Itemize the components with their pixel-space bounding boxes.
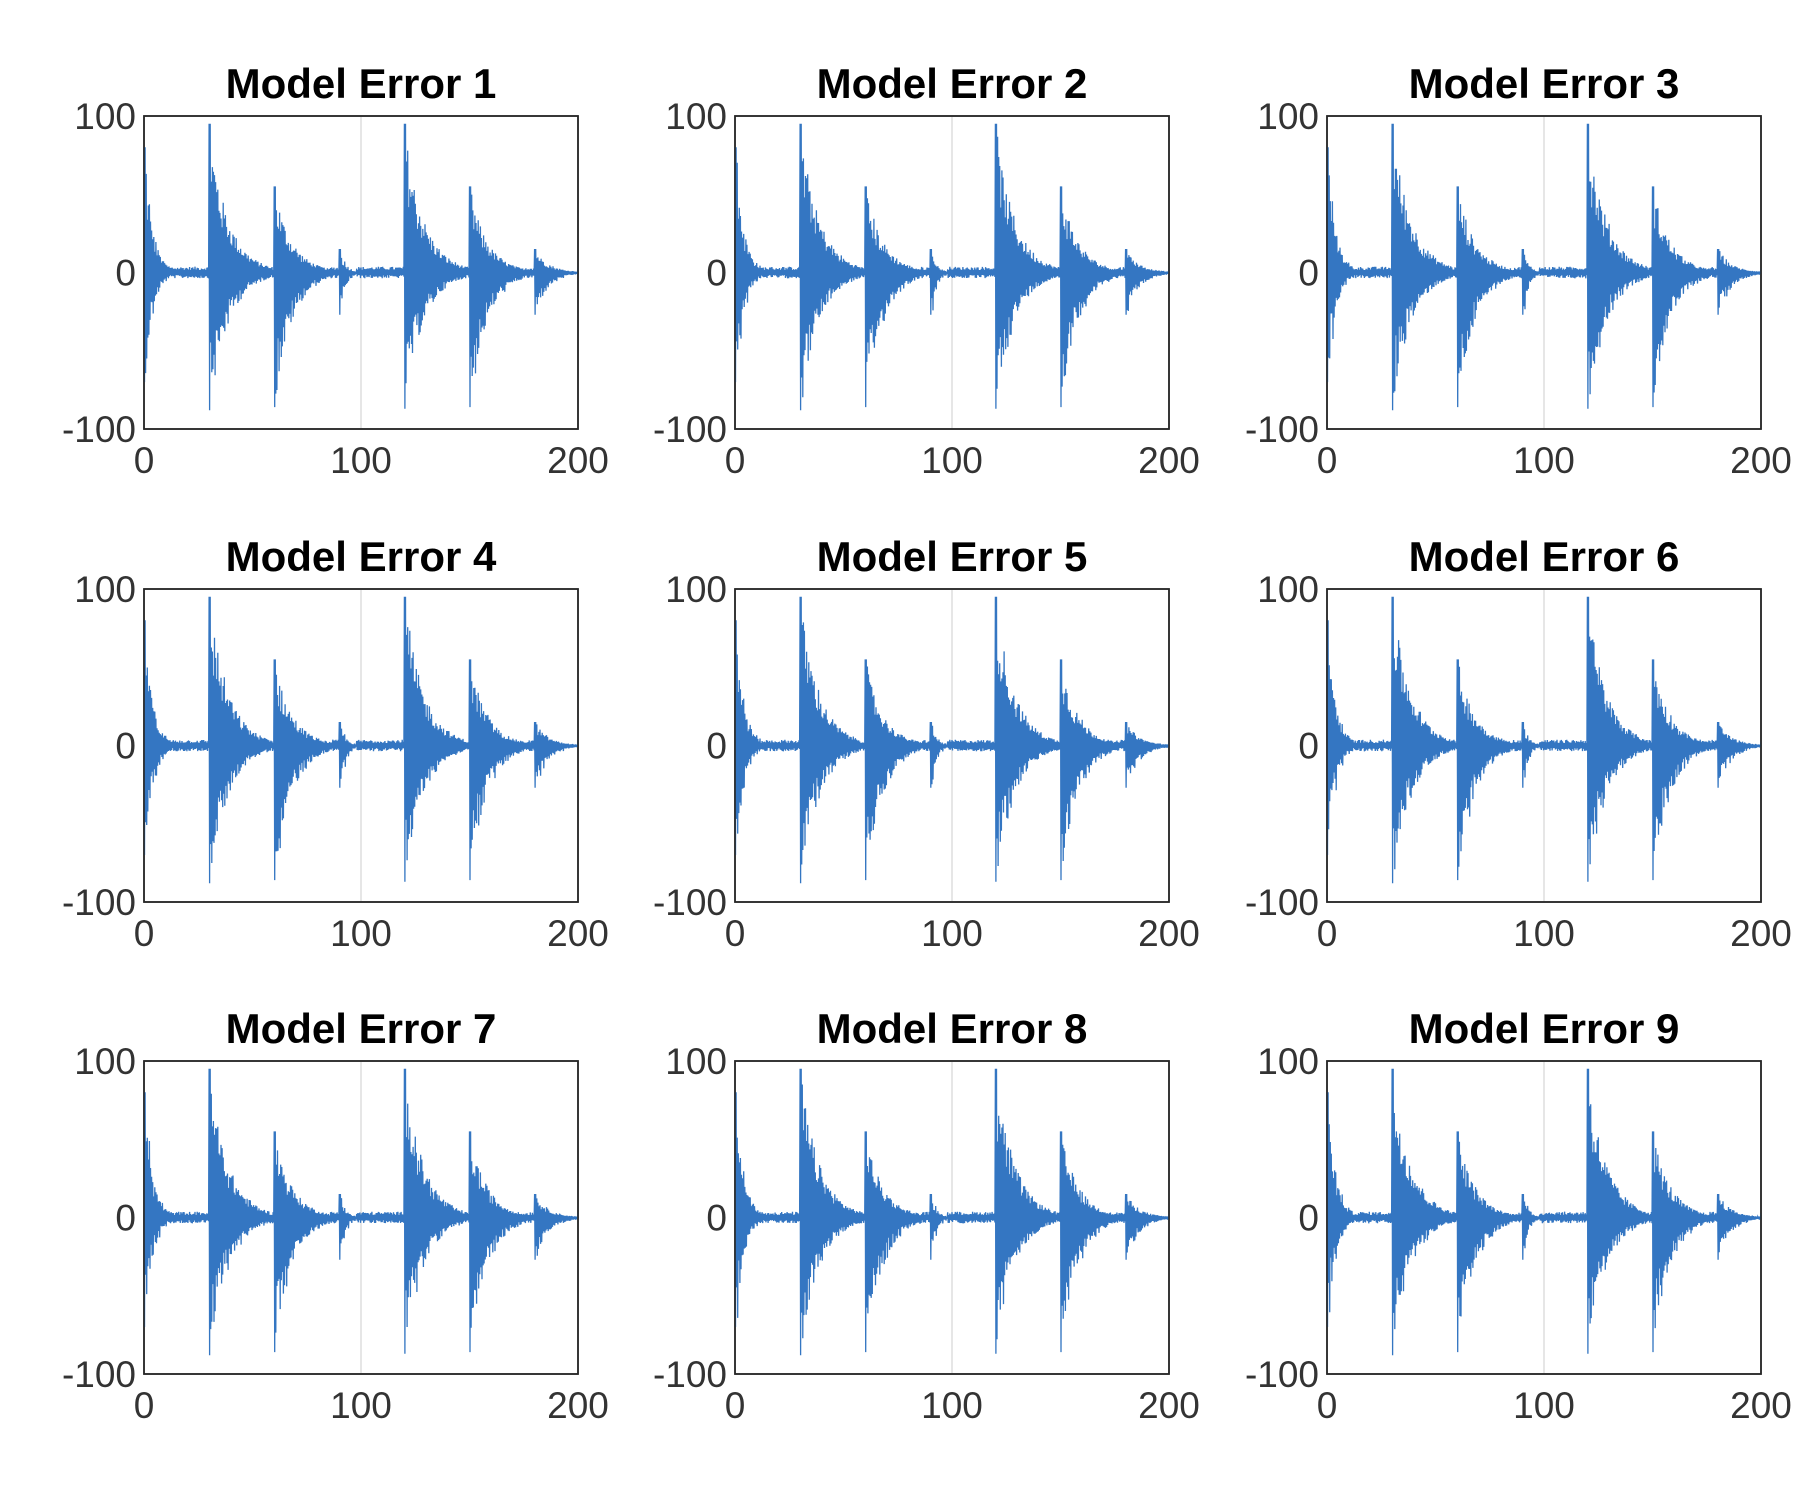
subplot-title: Model Error 4 <box>226 533 497 580</box>
x-tick-label: 200 <box>1730 913 1792 954</box>
y-tick-label: -100 <box>1245 409 1319 450</box>
subplot-title: Model Error 9 <box>1409 1005 1680 1052</box>
x-tick-label: 200 <box>547 1385 609 1426</box>
subplot-title: Model Error 1 <box>226 60 497 107</box>
subplot-title: Model Error 7 <box>226 1005 497 1052</box>
subplot-title: Model Error 8 <box>817 1005 1088 1052</box>
x-tick-label: 100 <box>1513 913 1575 954</box>
subplot-title: Model Error 3 <box>1409 60 1680 107</box>
x-tick-label: 0 <box>134 913 155 954</box>
y-tick-label: 0 <box>115 726 136 767</box>
signal-series-line <box>1326 123 1762 411</box>
subplot-title: Model Error 6 <box>1409 533 1680 580</box>
y-tick-label: -100 <box>1245 1354 1319 1395</box>
x-tick-label: 200 <box>1138 440 1200 481</box>
y-tick-label: -100 <box>62 882 136 923</box>
signal-series-line <box>734 596 1170 884</box>
y-tick-label: 100 <box>74 569 136 610</box>
x-tick-label: 0 <box>1317 440 1338 481</box>
x-tick-label: 0 <box>134 440 155 481</box>
signal-series-line <box>143 123 579 411</box>
subplot-title: Model Error 5 <box>817 533 1088 580</box>
x-tick-label: 200 <box>547 440 609 481</box>
signal-series-line <box>1326 1068 1762 1356</box>
y-tick-label: 100 <box>665 1041 727 1082</box>
x-tick-label: 200 <box>1138 1385 1200 1426</box>
y-tick-label: 100 <box>74 96 136 137</box>
y-tick-label: 100 <box>1257 96 1319 137</box>
x-tick-label: 200 <box>1730 1385 1792 1426</box>
x-tick-label: 0 <box>725 440 746 481</box>
y-tick-label: 100 <box>1257 569 1319 610</box>
y-tick-label: 100 <box>665 569 727 610</box>
x-tick-label: 100 <box>921 913 983 954</box>
x-tick-label: 200 <box>547 913 609 954</box>
y-tick-label: -100 <box>653 409 727 450</box>
y-tick-label: 100 <box>665 96 727 137</box>
axes-frame <box>143 1060 579 1375</box>
axes-frame <box>1326 588 1762 903</box>
x-tick-label: 100 <box>921 440 983 481</box>
y-tick-label: 100 <box>1257 1041 1319 1082</box>
axes-frame <box>734 1060 1170 1375</box>
x-tick-label: 100 <box>330 440 392 481</box>
axes-frame <box>734 115 1170 430</box>
signal-series-line <box>734 123 1170 411</box>
signal-series-line <box>734 1068 1170 1356</box>
y-tick-label: -100 <box>62 1354 136 1395</box>
x-tick-label: 100 <box>330 1385 392 1426</box>
axes-frame <box>734 588 1170 903</box>
y-tick-label: 0 <box>1298 253 1319 294</box>
x-tick-label: 100 <box>330 913 392 954</box>
y-tick-label: -100 <box>62 409 136 450</box>
axes-frame <box>1326 1060 1762 1375</box>
subplot-title: Model Error 2 <box>817 60 1088 107</box>
signal-series-line <box>143 1068 579 1356</box>
y-tick-label: 0 <box>115 253 136 294</box>
x-tick-label: 0 <box>725 1385 746 1426</box>
signal-series-line <box>143 596 579 884</box>
x-tick-label: 100 <box>921 1385 983 1426</box>
x-tick-label: 100 <box>1513 440 1575 481</box>
x-tick-label: 0 <box>134 1385 155 1426</box>
signal-series-line <box>1326 596 1762 884</box>
x-tick-label: 0 <box>1317 1385 1338 1426</box>
y-tick-label: 100 <box>74 1041 136 1082</box>
axes-frame <box>1326 115 1762 430</box>
y-tick-label: -100 <box>1245 882 1319 923</box>
x-tick-label: 0 <box>725 913 746 954</box>
x-tick-label: 0 <box>1317 913 1338 954</box>
axes-frame <box>143 115 579 430</box>
y-tick-label: 0 <box>115 1198 136 1239</box>
y-tick-label: 0 <box>1298 1198 1319 1239</box>
x-tick-label: 200 <box>1730 440 1792 481</box>
axes-frame <box>143 588 579 903</box>
x-tick-label: 100 <box>1513 1385 1575 1426</box>
y-tick-label: 0 <box>706 253 727 294</box>
y-tick-label: 0 <box>706 726 727 767</box>
x-tick-label: 200 <box>1138 913 1200 954</box>
y-tick-label: 0 <box>706 1198 727 1239</box>
y-tick-label: 0 <box>1298 726 1319 767</box>
y-tick-label: -100 <box>653 882 727 923</box>
y-tick-label: -100 <box>653 1354 727 1395</box>
